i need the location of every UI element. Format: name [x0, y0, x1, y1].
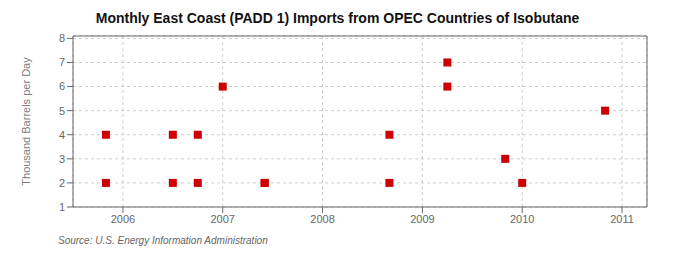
svg-text:2006: 2006 [111, 213, 135, 225]
html-text:Monthly East Coast (PADD 1) Im: Monthly East Coast (PADD 1) Imports from… [95, 10, 580, 26]
html-text:Source: U.S. Energy Informatio: Source: U.S. Energy Information Administ… [58, 235, 268, 246]
svg-text:1: 1 [59, 201, 65, 213]
svg-text:6: 6 [59, 80, 65, 92]
svg-text:2008: 2008 [310, 213, 334, 225]
svg-text:4: 4 [59, 129, 65, 141]
svg-text:3: 3 [59, 153, 65, 165]
svg-text:2007: 2007 [210, 213, 234, 225]
svg-text:5: 5 [59, 105, 65, 117]
svg-text:8: 8 [59, 32, 65, 44]
svg-text:2011: 2011 [610, 213, 634, 225]
svg-text:7: 7 [59, 56, 65, 68]
svg-text:2010: 2010 [510, 213, 534, 225]
svg-text:2009: 2009 [410, 213, 434, 225]
svg-text:Thousand Barrels per Day: Thousand Barrels per Day [20, 57, 32, 186]
svg-text:2: 2 [59, 177, 65, 189]
